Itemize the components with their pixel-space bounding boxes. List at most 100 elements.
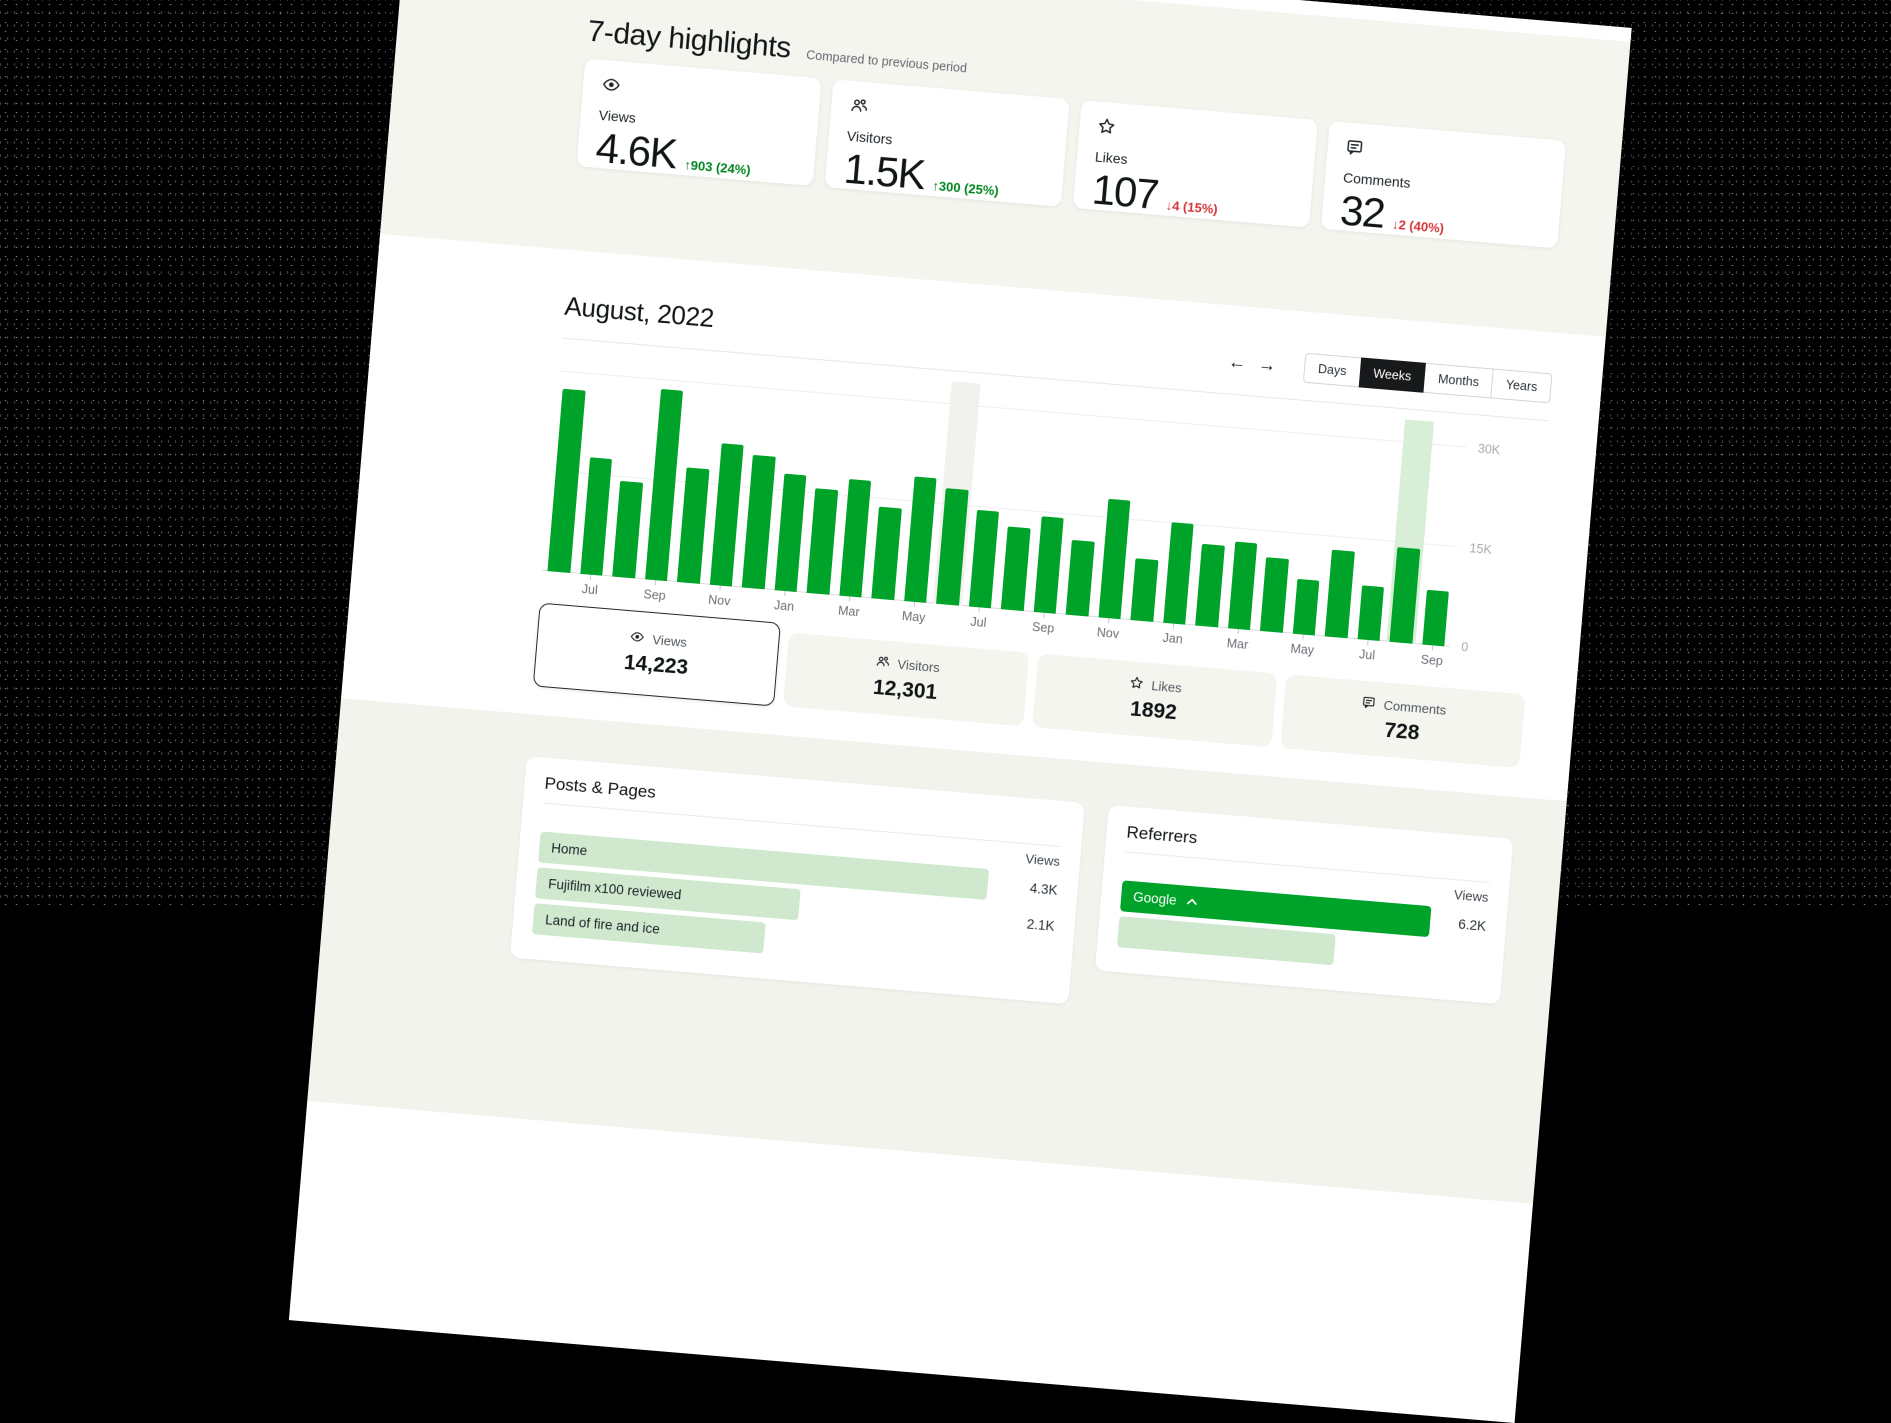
post-row-label: Fujifilm x100 reviewed bbox=[547, 876, 682, 903]
summary-tab-views[interactable]: Views 14,223 bbox=[532, 602, 782, 707]
x-axis-label-slot: Jan bbox=[1156, 622, 1191, 651]
x-axis-label: Nov bbox=[707, 592, 731, 609]
axis-tick bbox=[1108, 618, 1110, 624]
bar[interactable] bbox=[612, 480, 643, 579]
chevron-up-icon[interactable] bbox=[1185, 894, 1198, 910]
x-axis-label-slot: Nov bbox=[1091, 617, 1126, 646]
bar[interactable] bbox=[1259, 557, 1289, 633]
period-tab-years[interactable]: Years bbox=[1490, 368, 1553, 404]
axis-tick bbox=[978, 607, 981, 613]
prev-period-button[interactable]: ← bbox=[1221, 350, 1253, 374]
bar[interactable] bbox=[1162, 522, 1194, 625]
bar[interactable] bbox=[838, 478, 872, 598]
x-axis-label-slot: Jul bbox=[573, 573, 608, 602]
bar[interactable] bbox=[1292, 579, 1320, 636]
bar[interactable] bbox=[1097, 499, 1131, 620]
referrer-row-bar: Google bbox=[1119, 880, 1432, 938]
stat-delta: ↓2 (40%) bbox=[1391, 216, 1445, 236]
period-tab-days[interactable]: Days bbox=[1302, 352, 1362, 388]
bar[interactable] bbox=[1195, 543, 1225, 628]
x-axis-label-slot bbox=[540, 571, 575, 600]
period-tab-weeks[interactable]: Weeks bbox=[1358, 357, 1427, 393]
summary-tab-value: 1892 bbox=[1129, 697, 1178, 725]
axis-tick bbox=[1302, 634, 1305, 640]
referrer-row-value: 6.2K bbox=[1457, 916, 1487, 934]
x-axis-label-slot: May bbox=[897, 601, 932, 630]
x-axis-label: May bbox=[901, 608, 926, 625]
bar[interactable] bbox=[1227, 541, 1258, 631]
eye-icon bbox=[629, 629, 646, 647]
x-axis-label: Sep bbox=[1031, 619, 1055, 636]
axis-tick bbox=[719, 585, 722, 591]
axis-tick bbox=[784, 591, 786, 597]
chart-section: August, 2022 ← → Days Weeks Months Years bbox=[341, 233, 1606, 802]
x-axis-label: Jan bbox=[1162, 630, 1184, 647]
bar[interactable] bbox=[1033, 516, 1064, 614]
x-axis-label-slot bbox=[605, 576, 640, 605]
stats-page: 7-day highlights Compared to previous pe… bbox=[288, 0, 1632, 1423]
summary-tab-comments[interactable]: Comments 728 bbox=[1279, 674, 1526, 769]
summary-tabs-row: Views 14,223 Visitors 12,301 Likes bbox=[530, 602, 1526, 797]
stat-delta: ↓4 (15%) bbox=[1165, 197, 1219, 217]
x-axis-label: Sep bbox=[1420, 652, 1444, 669]
referrers-card: Referrers Views Google 6.2K bbox=[1094, 804, 1514, 1005]
x-axis-label: Jul bbox=[969, 614, 987, 630]
star-icon bbox=[1129, 675, 1145, 693]
referrer-row-value bbox=[1427, 958, 1483, 963]
x-axis-label-slot: Jul bbox=[961, 606, 996, 635]
axis-tick bbox=[849, 596, 851, 602]
x-axis-label-slot bbox=[1382, 641, 1417, 670]
axis-tick bbox=[1237, 629, 1240, 635]
bar[interactable] bbox=[903, 476, 937, 603]
axis-tick bbox=[590, 574, 592, 580]
x-axis-label-slot: May bbox=[1285, 633, 1320, 662]
x-axis-label-slot bbox=[994, 609, 1029, 638]
summary-tab-visitors[interactable]: Visitors 12,301 bbox=[783, 632, 1029, 727]
x-axis-label: Mar bbox=[1226, 636, 1249, 652]
x-axis-label-slot bbox=[670, 582, 705, 611]
stat-value: 4.6K bbox=[594, 123, 679, 178]
summary-tab-likes[interactable]: Likes 1892 bbox=[1031, 653, 1278, 748]
period-tab-months[interactable]: Months bbox=[1422, 362, 1495, 399]
stat-delta: ↑903 (24%) bbox=[683, 157, 752, 178]
people-icon bbox=[874, 654, 891, 672]
x-axis-label: Jan bbox=[773, 598, 795, 614]
next-period-button[interactable]: → bbox=[1251, 352, 1283, 376]
bar[interactable] bbox=[1421, 590, 1449, 647]
stat-card-views[interactable]: Views 4.6K ↑903 (24%) bbox=[576, 58, 822, 186]
stat-card-comments[interactable]: Comments 32 ↓2 (40%) bbox=[1320, 120, 1567, 249]
stat-card-likes[interactable]: Likes 107 ↓4 (15%) bbox=[1072, 100, 1318, 228]
highlights-subtitle: Compared to previous period bbox=[805, 47, 968, 76]
y-axis-label-15k: 15K bbox=[1468, 541, 1493, 558]
x-axis-label: Sep bbox=[642, 587, 667, 604]
referrer-row-google[interactable]: Google 6.2K bbox=[1119, 880, 1487, 942]
post-row-value: 4.3K bbox=[1029, 880, 1059, 898]
bar[interactable] bbox=[1000, 526, 1031, 612]
summary-tab-label: Likes bbox=[1150, 678, 1183, 696]
bar[interactable] bbox=[579, 456, 613, 576]
x-axis-label-slot: Nov bbox=[702, 584, 737, 613]
y-axis-label-30k: 30K bbox=[1477, 441, 1501, 458]
bar[interactable] bbox=[774, 473, 807, 593]
comment-icon bbox=[1361, 695, 1377, 713]
axis-tick bbox=[1367, 639, 1369, 646]
axis-tick bbox=[913, 601, 916, 607]
x-axis-label-slot bbox=[1188, 625, 1223, 654]
x-axis-label-slot bbox=[1253, 631, 1288, 660]
bar[interactable] bbox=[806, 487, 838, 595]
bar[interactable] bbox=[676, 467, 710, 584]
bar[interactable] bbox=[1130, 558, 1158, 622]
stat-card-visitors[interactable]: Visitors 1.5K ↑300 (25%) bbox=[824, 79, 1070, 207]
bar[interactable] bbox=[871, 506, 902, 601]
bar[interactable] bbox=[1357, 585, 1385, 641]
bar[interactable] bbox=[968, 510, 999, 609]
post-row-label: Home bbox=[550, 840, 588, 859]
bar[interactable] bbox=[1324, 549, 1355, 639]
summary-tab-label: Visitors bbox=[896, 656, 941, 676]
stat-value: 107 bbox=[1090, 165, 1160, 218]
bar[interactable] bbox=[1065, 539, 1095, 617]
period-tab-group: Days Weeks Months Years bbox=[1302, 352, 1553, 404]
highlights-title: 7-day highlights bbox=[586, 14, 793, 65]
referrer-row-label: Google bbox=[1132, 889, 1178, 908]
x-axis-label: Jul bbox=[1358, 647, 1376, 663]
